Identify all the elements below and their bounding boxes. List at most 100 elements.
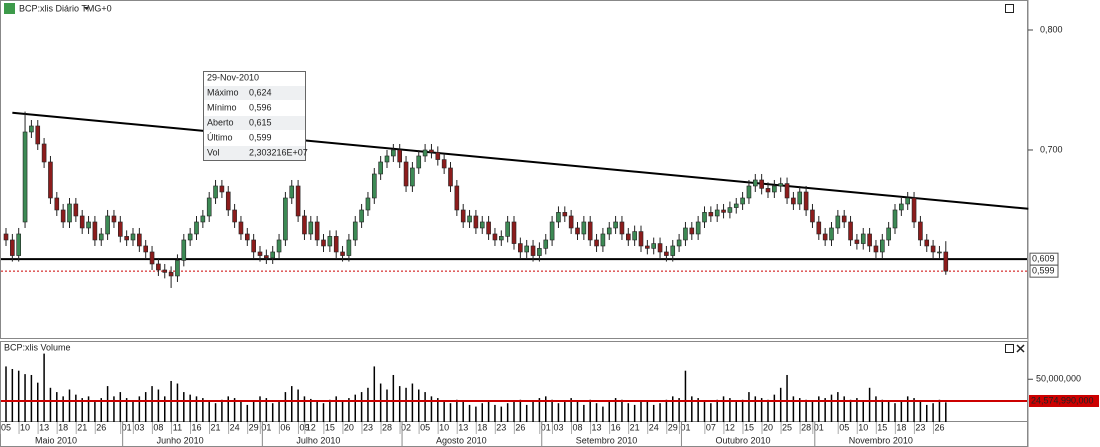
volume-bar [703,400,706,422]
candle-body [784,183,790,199]
x-tick-label: 23 [363,422,373,432]
volume-bar [164,396,166,422]
volume-bar [367,387,369,422]
volume-bar [900,400,903,422]
x-tick-label: 13 [458,422,468,432]
volume-bar [881,399,884,422]
volume-bar [411,383,414,422]
candle-body [873,245,879,253]
candle-body [295,185,301,217]
x-tick-label: 15 [744,422,754,432]
volume-bar [722,396,725,422]
candle-body [238,221,244,235]
level-label: 0,609 [1032,254,1055,264]
level-label-box [1029,264,1059,278]
close-button[interactable] [1016,344,1025,353]
volume-bar [837,392,839,422]
volume-bar [430,396,433,422]
candle-body [733,203,739,208]
maximize-button[interactable] [1005,4,1014,13]
volume-bar [284,392,287,422]
volume-bar [652,404,655,422]
volume-bar [678,398,680,422]
candle-body [384,155,390,163]
candle-body [518,243,523,253]
candle-body [879,239,885,253]
candle-body [473,215,479,229]
candle-body [860,233,866,244]
price-title: BCP:xlis Diário TMG+0 [19,3,112,13]
candle-body [289,185,295,199]
candle-body [765,188,771,193]
candle-body [645,245,650,249]
candle-body [105,215,110,235]
candle-body [772,185,777,193]
candle-body [930,245,936,253]
volume-bar [665,399,668,422]
candle-body [892,209,898,229]
volume-bar [513,401,515,422]
tooltip-key: Máximo [207,87,239,97]
volume-bar [570,398,572,422]
volume-bar [710,403,712,422]
tooltip-value: 0,596 [249,102,272,112]
y-tick-label: 50,000,000 [1036,374,1081,384]
candle-body [143,245,148,253]
candle-body [759,179,764,189]
x-tick-label: 01 [814,422,824,432]
volume-bar [75,394,77,422]
candle-body [187,233,193,241]
volume-bar [386,389,388,422]
candle-body [556,212,561,223]
candle-body [86,221,91,229]
x-tick-label: 05 [1,422,11,432]
candle-body [568,215,574,229]
candle-body [67,203,72,223]
candle-body [257,251,263,256]
volume-bar [506,403,509,422]
volume-bar [926,404,928,422]
candle-body [721,209,726,213]
volume-bar [418,389,420,422]
candle-body [346,239,352,256]
candle-body [905,197,911,205]
candle-body [911,197,917,223]
x-tick-label: 26 [515,422,525,432]
volume-bar [811,401,814,422]
candle-body [48,161,53,199]
maximize-button[interactable] [1005,344,1014,353]
volume-bar [424,392,426,422]
x-tick-label: 06 [280,422,290,432]
volume-bar [475,406,477,422]
volume-bar [341,401,344,422]
volume-bar [824,398,826,422]
trendline [12,111,1029,210]
volume-bar [621,399,623,422]
candle-body [194,221,199,235]
candle-body [181,239,187,261]
candle-body [416,155,422,169]
volume-bar [214,403,217,422]
x-tick-label: 16 [191,422,201,432]
candle-body [727,207,733,213]
volume-bar [633,404,636,422]
dropdown-arrow[interactable] [84,7,89,10]
volume-bar [608,401,610,422]
volume-bar [462,401,464,422]
volume-bar [906,396,909,422]
candle-body [448,167,453,187]
candle-body [270,251,276,259]
volume-bar [487,400,490,422]
candle-body [632,231,637,241]
volume-bar [291,386,293,422]
x-tick-label: 01 [261,422,271,432]
average-label: 24,574,990,000 [1031,395,1094,405]
candle-body [232,209,237,223]
volume-bar [138,396,141,422]
month-label: Setembro 2010 [576,435,638,445]
volume-bar [106,386,109,422]
candle-body [543,239,549,249]
volume-bar [195,396,198,422]
volume-bar [767,399,769,422]
candle-body [600,233,606,247]
